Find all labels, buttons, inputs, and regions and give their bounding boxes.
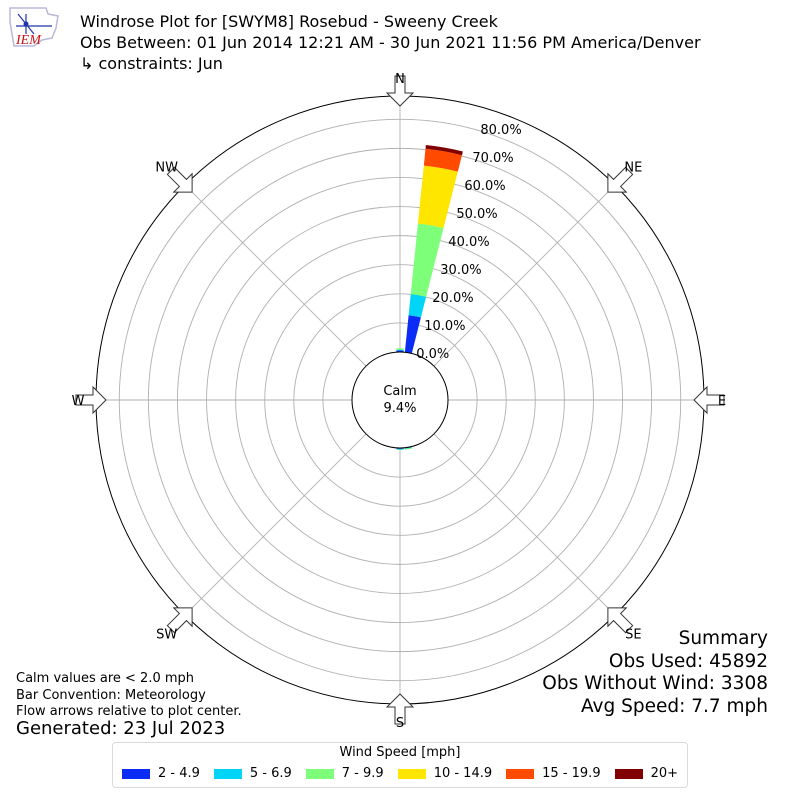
grid-spoke xyxy=(433,433,616,616)
grid-spoke xyxy=(184,433,367,616)
legend-item: 2 - 4.9 xyxy=(121,766,200,781)
radial-tick-label: 0.0% xyxy=(416,347,449,362)
windrose-bar-segment xyxy=(408,294,427,318)
svg-text:IEM: IEM xyxy=(15,33,42,48)
windrose-bar-segment xyxy=(396,448,404,450)
direction-arrow-se xyxy=(607,607,634,634)
calm-label: Calm xyxy=(383,384,416,399)
legend-items: 2 - 4.9 5 - 6.9 7 - 9.9 10 - 14.9 15 - 1… xyxy=(113,766,687,781)
legend-swatch xyxy=(305,768,334,779)
legend-swatch xyxy=(121,768,150,779)
windrose-bar-segment xyxy=(404,447,413,449)
radial-tick-label: 60.0% xyxy=(464,179,505,194)
windrose-bar-segment xyxy=(417,165,458,228)
windrose-bar-segment xyxy=(396,348,404,350)
summary-avg-speed: Avg Speed: 7.7 mph xyxy=(580,695,768,717)
direction-label-w: W xyxy=(72,394,85,409)
legend-label: 20+ xyxy=(650,766,679,781)
legend-swatch xyxy=(506,768,535,779)
legend-item: 10 - 14.9 xyxy=(397,766,493,781)
radial-tick-label: 40.0% xyxy=(448,235,489,250)
windrose-bar-segment xyxy=(404,315,421,354)
windrose-bar-segment xyxy=(396,349,404,351)
legend-swatch xyxy=(397,768,426,779)
direction-label-n: N xyxy=(395,72,405,87)
chart-subtitle: Obs Between: 01 Jun 2014 12:21 AM - 30 J… xyxy=(80,33,701,52)
summary-obs-used: Obs Used: 45892 xyxy=(608,650,768,672)
direction-arrow-s xyxy=(385,693,415,725)
grid-spoke xyxy=(433,184,616,367)
legend: Wind Speed [mph] 2 - 4.9 5 - 6.9 7 - 9.9… xyxy=(112,742,688,788)
chart-title-block: Windrose Plot for [SWYM8] Rosebud - Swee… xyxy=(80,11,701,74)
radial-tick-label: 10.0% xyxy=(424,319,465,334)
direction-label-ne: NE xyxy=(624,161,642,176)
legend-swatch xyxy=(614,768,643,779)
radial-tick-label: 20.0% xyxy=(432,291,473,306)
legend-item: 15 - 19.9 xyxy=(506,766,601,781)
legend-title: Wind Speed [mph] xyxy=(339,745,461,760)
direction-label-s: S xyxy=(396,716,404,731)
direction-arrow-n xyxy=(385,75,415,107)
summary-obs-without-wind: Obs Without Wind: 3308 xyxy=(542,673,768,694)
calm-note: Calm values are < 2.0 mph xyxy=(16,671,195,686)
generated-date: Generated: 23 Jul 2023 xyxy=(16,718,226,739)
flow-arrows-note: Flow arrows relative to plot center. xyxy=(16,704,242,719)
direction-arrow-nw xyxy=(166,166,193,193)
radial-tick-label: 30.0% xyxy=(440,263,481,278)
direction-label-se: SE xyxy=(625,627,641,642)
summary-title: Summary xyxy=(678,628,768,649)
windrose-bar-segment xyxy=(410,223,444,297)
iem-logo: IEM xyxy=(9,7,59,48)
direction-label-nw: NW xyxy=(155,161,178,176)
direction-arrow-e xyxy=(693,385,725,415)
windrose-bar-segment xyxy=(425,145,463,156)
legend-label: 5 - 6.9 xyxy=(249,766,292,781)
summary-block: Summary Obs Used: 45892 Obs Without Wind… xyxy=(542,628,768,718)
legend-item: 7 - 9.9 xyxy=(305,766,384,781)
calm-circle xyxy=(351,351,449,449)
chart-constraints: ↳ constraints: Jun xyxy=(80,54,223,73)
windrose-bar-segment xyxy=(396,449,404,451)
bar-convention-note: Bar Convention: Meteorology xyxy=(16,687,206,703)
chart-title: Windrose Plot for [SWYM8] Rosebud - Swee… xyxy=(80,12,498,31)
direction-arrow-ne xyxy=(607,166,634,193)
direction-label-sw: SW xyxy=(156,627,177,642)
direction-arrow-sw xyxy=(166,607,193,634)
direction-label-e: E xyxy=(718,394,726,409)
legend-item: 20+ xyxy=(614,766,679,781)
grid-spoke xyxy=(184,184,367,367)
windrose-bar-segment xyxy=(423,148,462,172)
windrose-bar-segment xyxy=(404,447,413,450)
direction-arrow-w xyxy=(75,385,107,415)
radial-tick-label: 70.0% xyxy=(472,151,513,166)
legend-label: 15 - 19.9 xyxy=(542,766,601,781)
legend-label: 10 - 14.9 xyxy=(433,766,493,781)
calm-value: 9.4% xyxy=(383,401,416,416)
radial-tick-label: 80.0% xyxy=(480,123,521,138)
legend-label: 7 - 9.9 xyxy=(341,766,384,781)
legend-label: 2 - 4.9 xyxy=(157,766,200,781)
radial-tick-label: 50.0% xyxy=(456,207,497,222)
notes-block: Calm values are < 2.0 mph Bar Convention… xyxy=(16,671,242,721)
legend-swatch xyxy=(213,768,242,779)
legend-item: 5 - 6.9 xyxy=(213,766,292,781)
